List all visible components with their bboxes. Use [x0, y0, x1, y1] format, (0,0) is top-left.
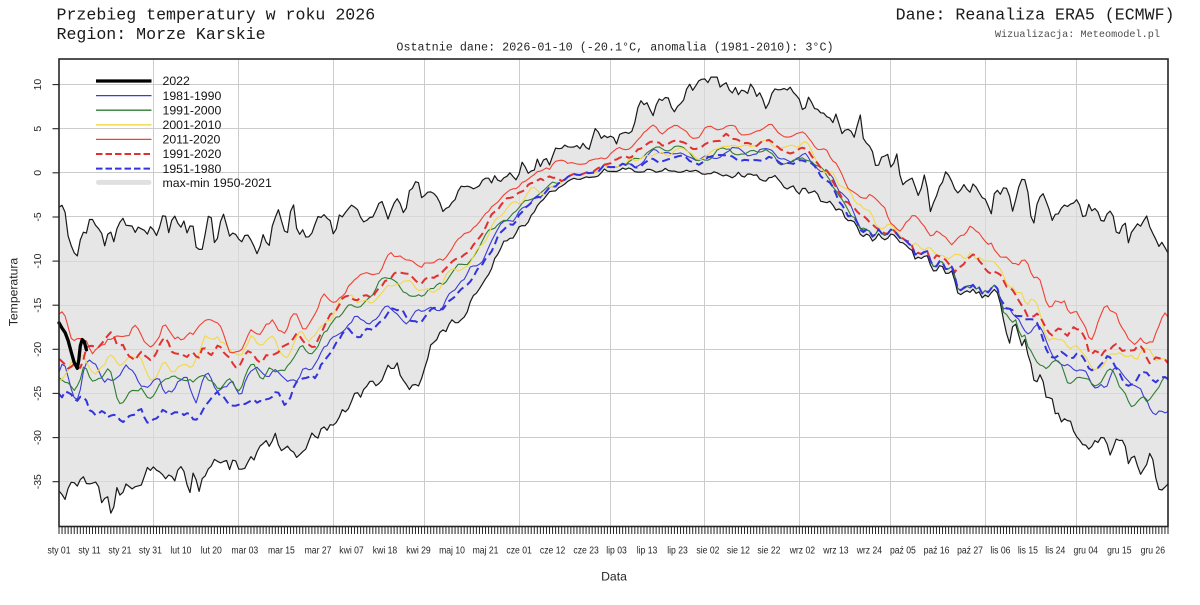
svg-text:Temperatura: Temperatura: [6, 258, 20, 327]
svg-text:cze 12: cze 12: [540, 545, 565, 556]
svg-text:maj 21: maj 21: [473, 545, 499, 556]
svg-text:kwi 29: kwi 29: [406, 545, 430, 556]
svg-text:sty 21: sty 21: [108, 545, 131, 556]
svg-text:Region: Morze Karskie: Region: Morze Karskie: [57, 25, 266, 44]
svg-text:5: 5: [33, 126, 44, 132]
svg-text:Przebieg temperatury w roku 20: Przebieg temperatury w roku 2026: [57, 6, 376, 25]
svg-text:mar 15: mar 15: [268, 545, 295, 556]
svg-text:wrz 24: wrz 24: [856, 545, 882, 556]
svg-text:sie 02: sie 02: [696, 545, 719, 556]
svg-text:lip 03: lip 03: [606, 545, 627, 556]
svg-text:1991-2000: 1991-2000: [163, 103, 222, 117]
svg-text:-15: -15: [33, 297, 44, 312]
svg-text:-10: -10: [33, 253, 44, 268]
svg-text:sie 22: sie 22: [757, 545, 780, 556]
svg-text:lut 10: lut 10: [170, 545, 191, 556]
svg-text:cze 01: cze 01: [506, 545, 531, 556]
svg-text:gru 04: gru 04: [1073, 545, 1097, 556]
svg-text:lis 24: lis 24: [1045, 545, 1065, 556]
svg-text:maj 10: maj 10: [439, 545, 465, 556]
svg-text:sty 01: sty 01: [48, 545, 71, 556]
svg-text:2022: 2022: [163, 74, 191, 88]
svg-text:1951-1980: 1951-1980: [163, 162, 222, 176]
svg-text:lip 23: lip 23: [667, 545, 688, 556]
svg-text:-5: -5: [33, 212, 44, 221]
svg-text:cze 23: cze 23: [573, 545, 598, 556]
svg-text:Ostatnie dane: 2026-01-10 (-20: Ostatnie dane: 2026-01-10 (-20.1°C, anom…: [396, 41, 833, 55]
svg-text:wrz 13: wrz 13: [822, 545, 848, 556]
svg-text:0: 0: [33, 170, 44, 176]
svg-text:Dane: Reanaliza ERA5 (ECMWF): Dane: Reanaliza ERA5 (ECMWF): [896, 6, 1175, 25]
svg-text:Wizualizacja: Meteomodel.pl: Wizualizacja: Meteomodel.pl: [995, 29, 1160, 41]
svg-text:mar 27: mar 27: [305, 545, 332, 556]
svg-text:sty 31: sty 31: [139, 545, 162, 556]
svg-text:lip 13: lip 13: [637, 545, 658, 556]
svg-text:max-min 1950-2021: max-min 1950-2021: [163, 176, 273, 190]
svg-text:mar 03: mar 03: [231, 545, 258, 556]
svg-text:2011-2020: 2011-2020: [163, 133, 221, 147]
svg-text:-25: -25: [33, 386, 44, 401]
svg-text:sie 12: sie 12: [727, 545, 750, 556]
svg-text:-35: -35: [33, 474, 44, 489]
svg-text:lis 06: lis 06: [990, 545, 1010, 556]
svg-text:paź 05: paź 05: [890, 545, 916, 556]
svg-text:1991-2020: 1991-2020: [163, 147, 222, 161]
svg-text:2001-2010: 2001-2010: [163, 118, 222, 132]
svg-text:-30: -30: [33, 430, 44, 445]
svg-text:lis 15: lis 15: [1018, 545, 1038, 556]
svg-text:gru 15: gru 15: [1107, 545, 1131, 556]
svg-text:Data: Data: [601, 570, 627, 584]
svg-text:-20: -20: [33, 342, 44, 357]
svg-text:10: 10: [33, 79, 44, 91]
svg-text:kwi 07: kwi 07: [339, 545, 363, 556]
svg-text:sty 11: sty 11: [78, 545, 100, 556]
svg-text:paź 16: paź 16: [924, 545, 950, 556]
svg-text:gru 26: gru 26: [1141, 545, 1165, 556]
svg-text:lut 20: lut 20: [201, 545, 222, 556]
svg-text:1981-1990: 1981-1990: [163, 89, 222, 103]
svg-text:paź 27: paź 27: [957, 545, 983, 556]
svg-text:kwi 18: kwi 18: [373, 545, 397, 556]
svg-text:wrz 02: wrz 02: [789, 545, 815, 556]
